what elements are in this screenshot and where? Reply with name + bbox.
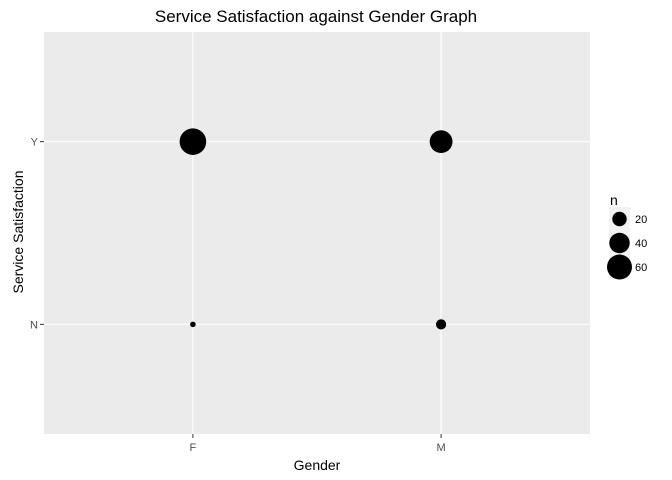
data-points [179,128,453,330]
legend-label: 20 [635,214,647,226]
legend-key-point [612,211,627,227]
legend-label: 40 [635,238,647,250]
plot-panel [44,32,590,434]
data-point-M-Y [429,130,453,154]
x-tick-label: M [437,442,446,454]
y-tick-label: N [30,319,38,331]
size-legend: n 20 40 60 [607,192,647,280]
x-axis-title: Gender [294,457,341,473]
axis-ticks: F M N Y [30,137,446,454]
data-point-M-N [435,319,447,330]
y-axis-title: Service Satisfaction [10,171,26,294]
legend-key-point [607,254,632,280]
data-point-F-Y [179,128,207,155]
chart-title: Service Satisfaction against Gender Grap… [155,7,477,26]
grid-lines [44,32,590,434]
data-point-F-N [190,321,196,328]
legend-label: 60 [635,262,647,274]
legend-key-point [609,232,630,254]
y-tick-label: Y [31,137,39,149]
x-tick-label: F [190,442,197,454]
legend-title: n [610,192,618,208]
